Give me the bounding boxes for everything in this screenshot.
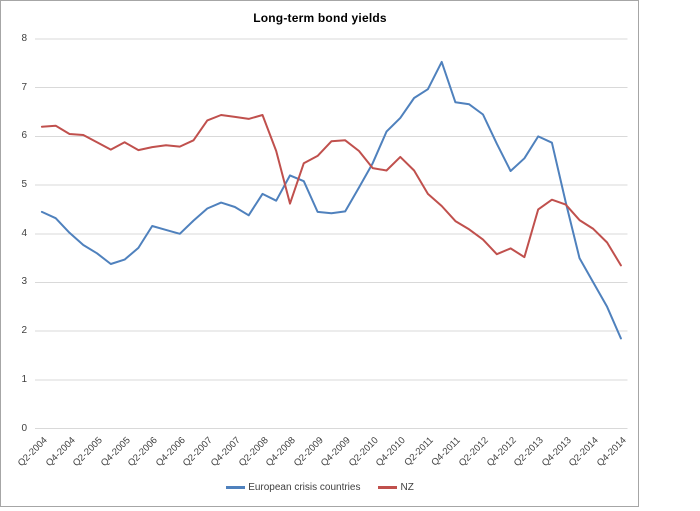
y-axis-tick-label: 2 bbox=[21, 325, 27, 337]
y-axis-tick-label: 7 bbox=[21, 81, 27, 93]
series-line-european-crisis-countries bbox=[40, 60, 622, 340]
y-axis-tick-label: 4 bbox=[21, 227, 27, 239]
series-lines bbox=[40, 60, 622, 340]
y-axis-tick-label: 5 bbox=[21, 179, 27, 191]
chart-title: Long-term bond yields bbox=[253, 11, 387, 25]
y-axis-tick-label: 3 bbox=[21, 276, 27, 288]
legend-line-sample-european bbox=[226, 486, 246, 489]
legend-label-european: European crisis countries bbox=[248, 482, 361, 493]
legend: European crisis countries NZ bbox=[1, 482, 639, 493]
legend-item-nz: NZ bbox=[378, 482, 414, 493]
gridlines bbox=[35, 38, 628, 429]
legend-label-nz: NZ bbox=[400, 482, 414, 493]
y-axis-tick-label: 6 bbox=[21, 130, 27, 142]
series-line-nz bbox=[40, 114, 622, 267]
y-axis-tick-label: 1 bbox=[21, 373, 27, 385]
y-axis-tick-label: 8 bbox=[21, 33, 27, 45]
y-axis-tick-label: 0 bbox=[21, 422, 27, 434]
legend-line-sample-nz bbox=[378, 486, 398, 489]
legend-item-european: European crisis countries bbox=[226, 482, 360, 493]
